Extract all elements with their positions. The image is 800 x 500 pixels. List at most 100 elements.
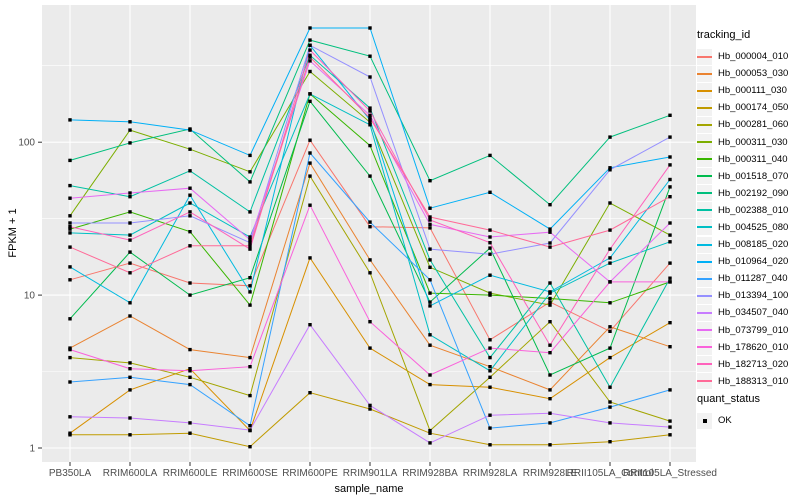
legend-item: Hb_004525_080 bbox=[697, 219, 788, 236]
legend-item: Hb_000281_060 bbox=[697, 116, 788, 133]
data-point bbox=[488, 413, 492, 417]
data-point bbox=[608, 385, 612, 389]
data-point bbox=[368, 120, 372, 124]
legend-item-label: Hb_000004_010 bbox=[718, 51, 789, 63]
data-point bbox=[668, 163, 672, 167]
data-point bbox=[668, 321, 672, 325]
data-point bbox=[308, 55, 312, 59]
data-point bbox=[68, 196, 72, 200]
legend-key bbox=[697, 253, 712, 270]
data-point bbox=[428, 300, 432, 304]
data-point bbox=[608, 355, 612, 360]
data-point bbox=[128, 314, 132, 318]
data-point bbox=[188, 210, 192, 214]
data-point bbox=[68, 380, 72, 384]
data-point bbox=[428, 222, 432, 227]
legend-line-swatch bbox=[697, 72, 712, 75]
legend-line-swatch bbox=[697, 294, 712, 297]
legend-item-ok: OK bbox=[697, 412, 760, 429]
x-axis-title: sample_name bbox=[334, 483, 404, 495]
data-point bbox=[428, 343, 432, 347]
data-point bbox=[488, 355, 492, 360]
legend-line-swatch bbox=[697, 243, 712, 246]
quant-status-legend: quant_status OK bbox=[697, 393, 760, 429]
legend-key bbox=[697, 65, 712, 82]
data-point bbox=[308, 38, 312, 42]
legend-line-swatch bbox=[697, 141, 712, 144]
data-point bbox=[68, 227, 72, 231]
legend-key bbox=[697, 185, 712, 202]
data-point bbox=[308, 59, 312, 63]
data-point bbox=[488, 426, 492, 430]
data-point bbox=[428, 206, 432, 210]
data-point bbox=[548, 227, 552, 231]
data-point bbox=[548, 290, 552, 294]
data-point bbox=[608, 261, 612, 265]
data-point bbox=[188, 128, 192, 132]
data-point bbox=[68, 214, 72, 218]
data-point bbox=[668, 261, 672, 265]
legend-line-swatch bbox=[697, 311, 712, 314]
data-point bbox=[368, 75, 372, 79]
data-point bbox=[608, 228, 612, 232]
data-point bbox=[548, 230, 552, 234]
data-point bbox=[668, 276, 672, 280]
data-point bbox=[188, 230, 192, 234]
tracking-id-legend: tracking_id Hb_000004_010 Hb_000053_030 Hb… bbox=[697, 29, 788, 390]
data-point bbox=[608, 280, 612, 284]
x-tick-label: RRIM600LA bbox=[103, 468, 158, 479]
data-point bbox=[188, 375, 192, 379]
data-point bbox=[668, 433, 672, 437]
data-point bbox=[488, 246, 492, 250]
data-point bbox=[608, 325, 612, 329]
data-point bbox=[128, 128, 132, 132]
data-point bbox=[68, 225, 72, 229]
data-point bbox=[248, 210, 252, 214]
data-point bbox=[668, 345, 672, 349]
data-point bbox=[548, 296, 552, 301]
data-point bbox=[488, 369, 492, 373]
data-point bbox=[68, 118, 72, 122]
data-point bbox=[248, 170, 252, 174]
data-point bbox=[68, 347, 72, 352]
data-point bbox=[428, 441, 432, 445]
data-point bbox=[308, 138, 312, 142]
data-point bbox=[368, 116, 372, 120]
x-tick-label: RRIM600SE bbox=[222, 468, 278, 479]
x-tick-label: RRII105LA_Control bbox=[567, 468, 654, 479]
data-point bbox=[428, 304, 432, 308]
data-point bbox=[548, 245, 552, 249]
data-point bbox=[608, 168, 612, 172]
data-point bbox=[488, 346, 492, 350]
data-point bbox=[68, 183, 72, 188]
data-point bbox=[68, 245, 72, 249]
data-point bbox=[668, 419, 672, 423]
legend-item-label: Hb_000111_030 bbox=[718, 85, 787, 97]
legend-key bbox=[697, 82, 712, 99]
data-point bbox=[248, 284, 252, 288]
data-point bbox=[128, 301, 132, 305]
x-tick-label: RRIM928BA bbox=[402, 468, 458, 479]
y-tick-label: 1 bbox=[29, 443, 35, 454]
data-point bbox=[488, 273, 492, 277]
tracking-legend-items: Hb_000004_010 Hb_000053_030 Hb_000111_030 H… bbox=[697, 48, 788, 390]
data-point bbox=[428, 218, 432, 222]
legend-line-swatch bbox=[697, 346, 712, 349]
data-point bbox=[248, 238, 252, 242]
data-point bbox=[668, 280, 672, 284]
data-point bbox=[128, 120, 132, 124]
data-point bbox=[488, 375, 492, 379]
legend-key bbox=[697, 151, 712, 168]
data-point bbox=[488, 338, 492, 342]
legend-item-label: Hb_008185_020 bbox=[718, 239, 789, 251]
legend-item: Hb_002192_090 bbox=[697, 185, 788, 202]
data-point bbox=[128, 195, 132, 199]
legend-item: Hb_013394_100 bbox=[697, 287, 788, 304]
data-point bbox=[248, 235, 252, 239]
data-point bbox=[68, 158, 72, 163]
legend-key bbox=[697, 322, 712, 339]
square-marker-icon bbox=[702, 418, 707, 423]
data-point bbox=[128, 433, 132, 437]
